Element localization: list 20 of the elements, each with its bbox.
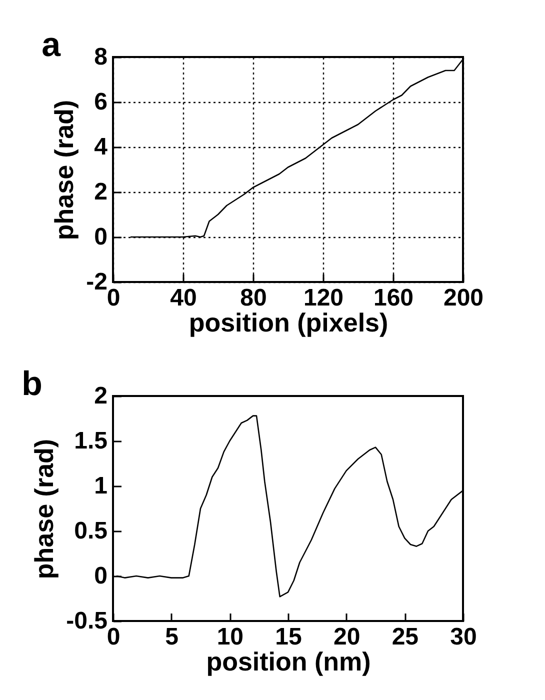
y-tick-label: -2 <box>86 268 108 296</box>
y-tick-label: -0.5 <box>66 608 108 634</box>
y-axis-title: phase (rad) <box>49 100 80 240</box>
x-tick-label: 25 <box>392 624 419 650</box>
y-axis-title: phase (rad) <box>29 438 60 580</box>
chart-title: a <box>42 26 62 64</box>
x-tick-label: 200 <box>443 284 484 312</box>
y-tick-label: 2 <box>94 178 108 206</box>
y-tick-label: 2 <box>94 382 108 410</box>
y-tick-label: 4 <box>94 134 108 160</box>
y-tick-label: 0 <box>94 562 108 590</box>
x-tick-label: 30 <box>450 624 477 650</box>
x-tick-label: 5 <box>165 624 179 650</box>
chart-title: b <box>22 365 42 403</box>
y-tick-label: 1 <box>94 472 108 500</box>
y-tick-label: 8 <box>94 44 108 70</box>
y-tick-label: 0 <box>94 224 108 250</box>
y-tick-label: 6 <box>94 88 108 116</box>
y-tick-label: 0.5 <box>74 518 108 544</box>
y-tick-label: 1.5 <box>74 428 108 454</box>
